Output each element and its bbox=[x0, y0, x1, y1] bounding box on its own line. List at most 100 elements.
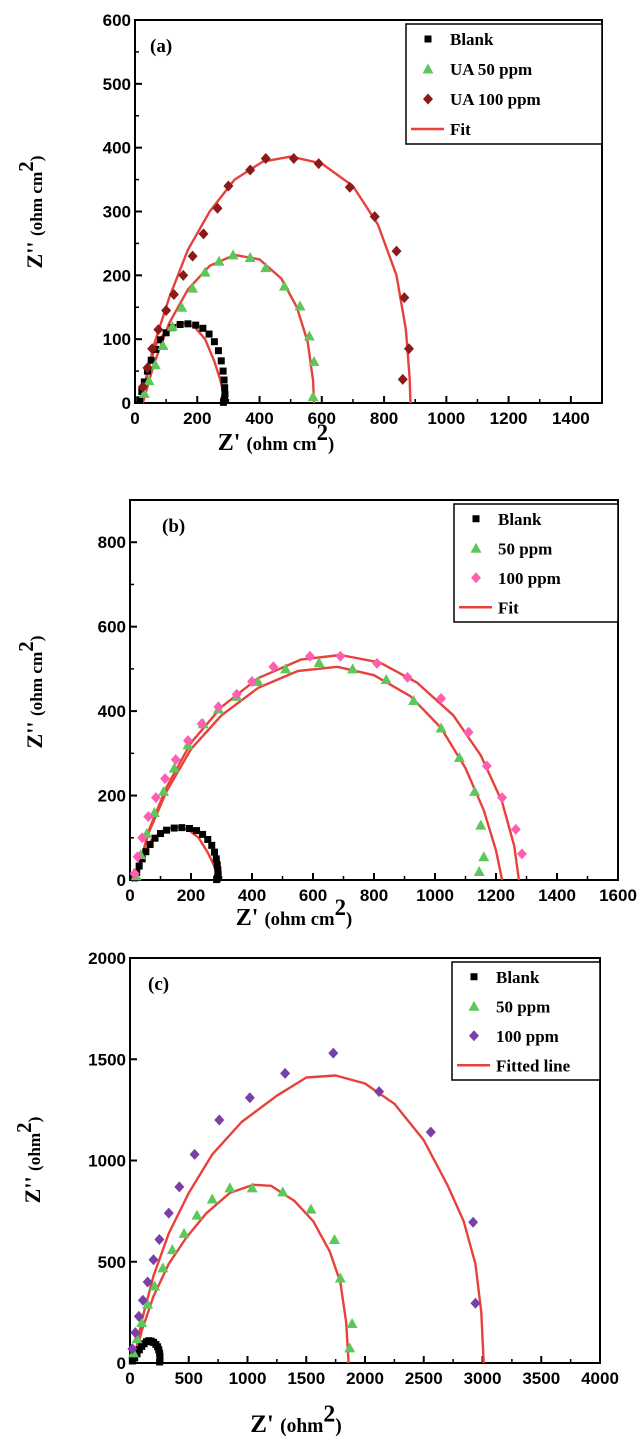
y-tick-label: 500 bbox=[98, 1253, 126, 1272]
y-axis-title: Z'' (ohm2) bbox=[12, 1117, 45, 1204]
data-point bbox=[212, 202, 223, 214]
data-point bbox=[219, 398, 227, 406]
data-point bbox=[166, 1244, 178, 1255]
data-point bbox=[143, 811, 154, 823]
data-point bbox=[478, 851, 490, 862]
data-point bbox=[157, 336, 165, 344]
data-point bbox=[178, 1227, 190, 1238]
axis-title-unit-end: ) bbox=[27, 636, 46, 642]
data-point bbox=[192, 827, 200, 835]
legend-label: 100 ppm bbox=[498, 569, 561, 588]
data-point bbox=[213, 255, 225, 266]
data-point bbox=[160, 773, 171, 785]
legend-label: Blank bbox=[498, 510, 542, 529]
data-point bbox=[470, 1297, 481, 1309]
x-tick-label: 400 bbox=[238, 886, 266, 905]
data-point bbox=[374, 1086, 385, 1098]
data-point bbox=[475, 819, 487, 830]
data-point bbox=[260, 262, 272, 273]
x-tick-label: 1400 bbox=[538, 886, 576, 905]
axis-title-sup: 2 bbox=[335, 895, 346, 920]
data-point bbox=[157, 340, 169, 351]
legend-box bbox=[453, 503, 619, 623]
data-point bbox=[473, 866, 485, 877]
x-tick-label: 200 bbox=[177, 886, 205, 905]
x-tick-label: 3500 bbox=[522, 1369, 560, 1388]
legend-swatch bbox=[469, 1030, 479, 1042]
data-point bbox=[214, 1114, 225, 1126]
axis-title-unit: (ohm cm bbox=[246, 434, 317, 455]
data-point bbox=[135, 862, 143, 870]
data-point bbox=[142, 848, 150, 856]
data-point bbox=[206, 1193, 218, 1204]
axis-title-unit: (ohm cm bbox=[264, 909, 335, 930]
data-point bbox=[313, 657, 325, 668]
data-point bbox=[163, 826, 171, 834]
data-point bbox=[168, 762, 180, 773]
y-axis-title: Z'' (ohm cm2) bbox=[14, 156, 47, 269]
data-point bbox=[260, 153, 271, 165]
data-point bbox=[127, 1343, 138, 1355]
data-point bbox=[176, 301, 188, 312]
data-point bbox=[149, 359, 161, 370]
x-tick-label: 0 bbox=[125, 886, 134, 905]
legend-box bbox=[405, 23, 603, 145]
legend-label: Blank bbox=[496, 968, 540, 987]
data-point bbox=[129, 868, 140, 880]
legend-box bbox=[451, 961, 601, 1081]
data-point bbox=[149, 1280, 161, 1291]
axis-title-main: Z'' bbox=[22, 236, 47, 268]
legend-swatch bbox=[470, 542, 482, 553]
fit-curve-3 bbox=[140, 155, 412, 404]
data-point bbox=[346, 1318, 358, 1329]
data-point bbox=[280, 1067, 291, 1079]
y-tick-label: 0 bbox=[122, 394, 131, 413]
data-point bbox=[150, 792, 161, 804]
x-tick-label: 800 bbox=[370, 409, 398, 428]
data-point bbox=[334, 1272, 346, 1283]
data-point bbox=[463, 726, 474, 738]
y-tick-label: 0 bbox=[117, 871, 126, 890]
data-point bbox=[178, 269, 189, 281]
legend-label: Fit bbox=[450, 120, 471, 139]
data-point bbox=[136, 396, 144, 404]
x-tick-label: 800 bbox=[360, 886, 388, 905]
legend-label: Fit bbox=[498, 598, 519, 617]
data-point bbox=[212, 855, 220, 863]
data-point bbox=[210, 848, 218, 856]
data-point bbox=[166, 320, 178, 331]
data-point bbox=[399, 292, 410, 304]
y-tick-label: 100 bbox=[103, 330, 131, 349]
data-point bbox=[143, 375, 155, 386]
data-point bbox=[170, 824, 178, 832]
data-point bbox=[516, 848, 527, 860]
data-point bbox=[221, 390, 229, 398]
data-point bbox=[294, 300, 306, 311]
data-point bbox=[481, 760, 492, 772]
axis-title-main: Z'' bbox=[20, 1171, 45, 1203]
axis-title-unit: (ohm bbox=[280, 1416, 323, 1437]
panel-label: (a) bbox=[150, 36, 172, 57]
y-tick-label: 1000 bbox=[88, 1152, 126, 1171]
data-point bbox=[168, 288, 179, 300]
chart-panel-b: 0 200 400 600 800 1000 1200 1400 1600 0 200 400 600 8… bbox=[14, 499, 637, 931]
data-point bbox=[307, 391, 319, 402]
data-point bbox=[157, 830, 164, 838]
x-tick-label: 1000 bbox=[416, 886, 454, 905]
data-point bbox=[138, 387, 150, 398]
data-point bbox=[436, 692, 447, 704]
fit-curve-3 bbox=[134, 653, 521, 881]
x-tick-label: 2000 bbox=[346, 1369, 384, 1388]
chart-panel-c: 0 500 1000 1500 2000 2500 3000 3500 4000 0 500 1000… bbox=[12, 949, 619, 1438]
data-point bbox=[397, 373, 408, 385]
series-100-ppm bbox=[129, 650, 527, 880]
axis-title-unit-end: ) bbox=[335, 1416, 342, 1437]
x-axis-title: Z' (ohm cm2) bbox=[236, 895, 352, 931]
data-point bbox=[335, 650, 346, 662]
x-tick-label: 1200 bbox=[477, 886, 515, 905]
x-tick-label: 1500 bbox=[287, 1369, 325, 1388]
data-point bbox=[244, 1092, 255, 1104]
data-point bbox=[497, 792, 508, 804]
axis-title-unit: (ohm cm bbox=[27, 172, 46, 236]
data-point bbox=[146, 841, 154, 849]
